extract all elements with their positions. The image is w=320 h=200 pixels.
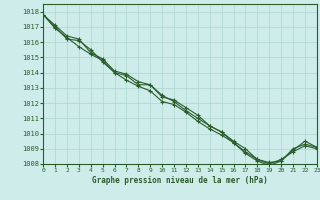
- X-axis label: Graphe pression niveau de la mer (hPa): Graphe pression niveau de la mer (hPa): [92, 176, 268, 185]
